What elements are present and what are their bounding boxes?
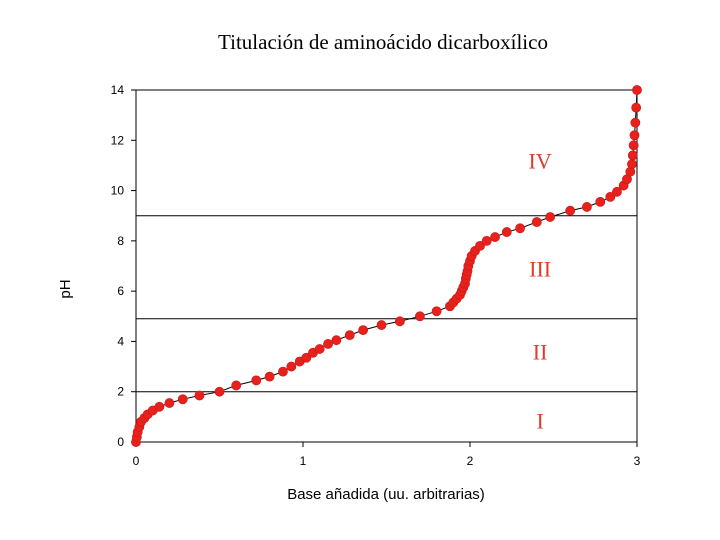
data-point [323,339,333,349]
x-tick-label: 3 [634,454,641,468]
data-point [490,232,500,242]
data-point [628,140,639,151]
data-point [531,217,542,227]
titration-curve-line [135,89,638,443]
data-point [501,227,512,237]
data-point [627,150,638,161]
y-tick-label: 14 [111,83,125,97]
x-axis-label: Base añadida (uu. arbitrarias) [287,486,485,503]
data-point [632,85,642,95]
data-point [515,223,525,234]
data-point [214,386,225,397]
plot-area [135,89,638,443]
data-point [394,316,405,327]
data-point [264,371,275,382]
y-tick-label: 2 [117,385,124,399]
data-point [286,361,297,372]
x-tick-label: 1 [300,454,307,468]
data-point [344,330,355,341]
data-point [545,212,556,222]
y-tick-label: 10 [111,184,125,198]
data-point [630,117,641,128]
data-point [595,196,606,207]
data-point [177,394,188,405]
data-point [278,366,288,377]
region-label: I [536,409,543,434]
y-tick-label: 4 [117,334,124,348]
x-tick-label: 0 [133,454,140,468]
data-point [475,240,485,251]
chart-title: Titulación de aminoácido dicarboxílico [218,30,548,54]
data-point [164,398,175,408]
data-point [565,205,576,216]
region-label: III [529,257,551,282]
y-tick-label: 6 [117,284,124,298]
data-point [631,102,642,113]
data-point [314,344,325,354]
data-point [358,325,369,336]
data-point [194,390,205,401]
data-point [629,130,640,141]
region-label: II [533,339,548,364]
y-tick-label: 0 [117,435,124,449]
data-point [251,375,262,386]
data-point [431,306,442,317]
data-point [414,311,425,322]
data-point [154,401,165,412]
data-point [481,235,492,246]
data-point [612,186,622,197]
x-tick-label: 2 [467,454,474,468]
data-point [376,320,387,330]
data-point [627,159,637,170]
region-label: IV [529,148,552,173]
data-point [231,380,242,391]
data-point [582,202,592,212]
y-axis-label: pH [57,279,74,298]
data-point [605,191,616,202]
y-tick-label: 8 [117,234,124,248]
y-tick-label: 12 [111,133,125,147]
data-point [331,335,342,346]
data-point [301,352,312,363]
